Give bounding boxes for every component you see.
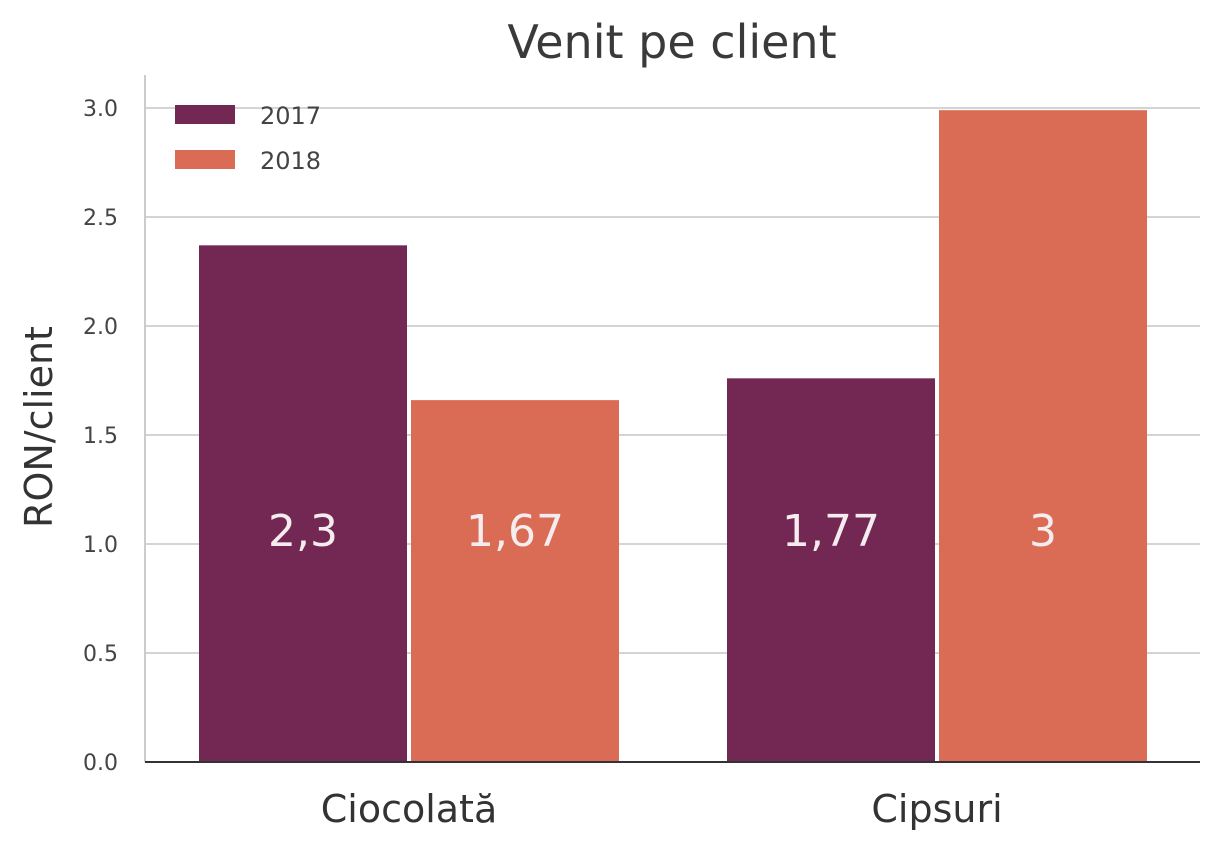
bar-2017-1: [727, 378, 935, 762]
legend-swatch-2017: [175, 105, 235, 124]
bar-2018-0: [411, 400, 619, 762]
legend-label: 2017: [260, 102, 321, 130]
chart-title: Venit pe client: [507, 15, 836, 69]
y-axis-ticks: 0.0 0.5 1.0 1.5 2.0 2.5 3.0: [83, 97, 118, 776]
y-tick-label: 0.5: [83, 642, 118, 667]
y-tick-label: 2.5: [83, 206, 118, 231]
y-tick-label: 1.5: [83, 424, 118, 449]
legend: 2017 2018: [175, 102, 321, 175]
y-tick-label: 3.0: [83, 97, 118, 122]
y-tick-label: 0.0: [83, 751, 118, 776]
bar-data-label: 3: [1029, 506, 1057, 557]
x-axis-ticks: Ciocolată Cipsuri: [321, 787, 1003, 831]
bar-2017-0: [199, 245, 407, 763]
legend-swatch-2018: [175, 150, 235, 169]
y-tick-label: 1.0: [83, 533, 118, 558]
bars: 2,3 1,67 1,77 3: [199, 110, 1147, 763]
bar-data-label: 1,77: [782, 506, 880, 557]
y-tick-label: 2.0: [83, 315, 118, 340]
legend-label: 2018: [260, 147, 321, 175]
bar-2018-1: [939, 110, 1147, 763]
x-tick-label: Cipsuri: [871, 787, 1002, 831]
bar-data-label: 2,3: [268, 506, 338, 557]
bar-data-label: 1,67: [466, 506, 564, 557]
x-tick-label: Ciocolată: [321, 787, 498, 831]
y-axis-label: RON/client: [17, 326, 61, 528]
